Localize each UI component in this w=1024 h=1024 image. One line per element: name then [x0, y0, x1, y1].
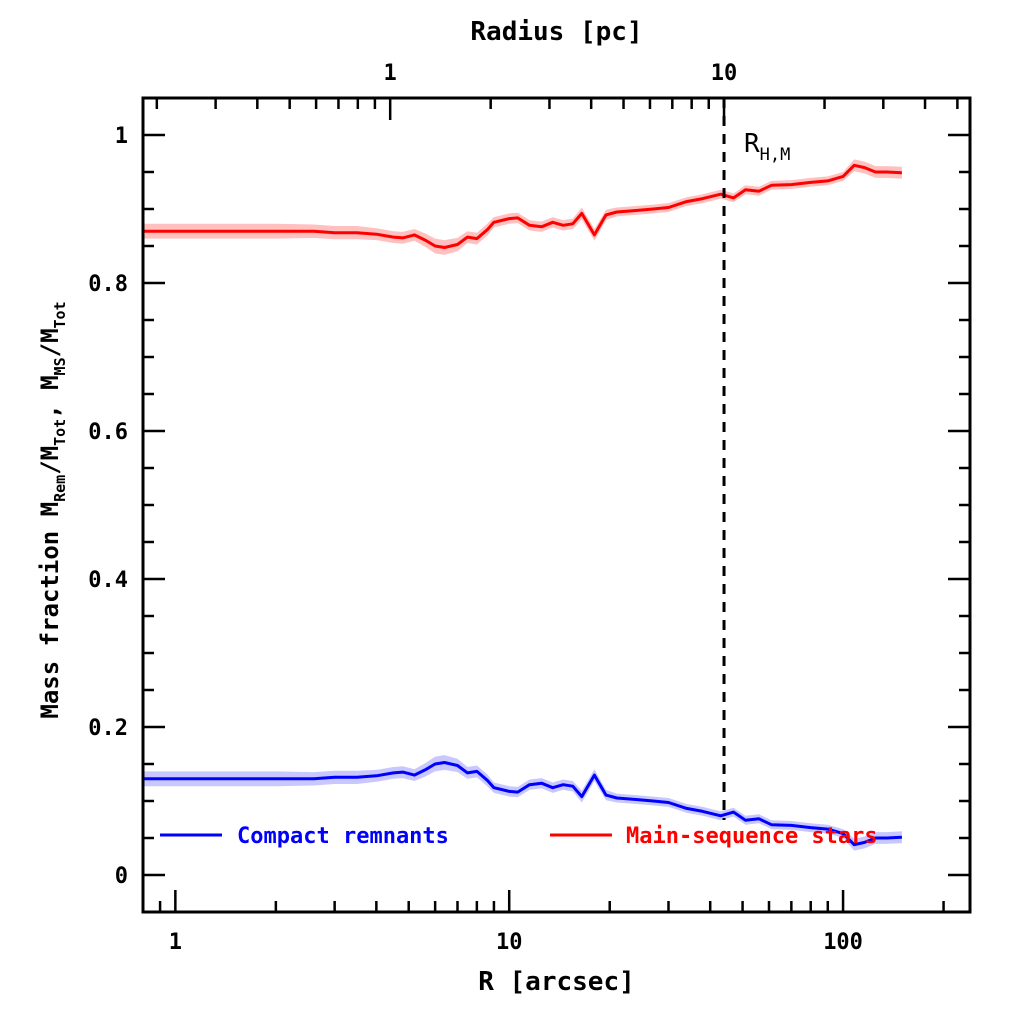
uncertainty-bands: [143, 159, 902, 851]
x-tick-label: 100: [823, 930, 863, 955]
band-1: [143, 159, 902, 255]
plot-frame: [141, 96, 972, 914]
y-tick-label: 0.2: [88, 716, 128, 741]
band-0: [143, 755, 902, 851]
y-tick-label: 0.8: [88, 272, 128, 297]
legend-label-compact-remnants: Compact remnants: [237, 824, 449, 849]
x-axis-title: R [arcsec]: [478, 967, 635, 997]
x-tick-label: 1: [169, 930, 182, 955]
y-title-sub-rem: Rem: [51, 475, 69, 502]
half-mass-radius-label-sub: H,M: [760, 145, 791, 165]
y-title-comma: , M: [36, 375, 64, 418]
y-tick-label: 0.4: [88, 568, 128, 593]
y-title-sub-tot1: Tot: [51, 419, 69, 446]
y-title-sub-tot2: Tot: [51, 301, 69, 328]
y-title-prefix: Mass fraction M: [36, 502, 64, 719]
y-title-sub-ms: MS: [51, 357, 69, 375]
legend: Compact remnants Main-sequence stars: [160, 824, 878, 849]
half-mass-radius-label-main: R: [744, 129, 760, 159]
y-tick-label: 1: [115, 124, 128, 149]
series-line-1: [143, 163, 902, 249]
y-tick-label: 0.6: [88, 420, 128, 445]
y-title-slash1: /M: [36, 446, 64, 475]
half-mass-radius-label: RH,M: [744, 129, 790, 165]
axis-ticks: [141, 98, 970, 912]
legend-label-main-sequence-stars: Main-sequence stars: [626, 824, 878, 849]
series-lines: [143, 163, 902, 847]
series-line-0: [143, 761, 902, 847]
y-axis-title: Mass fraction MRem/MTot, MMS/MTot: [36, 301, 69, 718]
top-axis-title: Radius [pc]: [470, 17, 642, 47]
y-tick-label: 0: [115, 864, 128, 889]
top-tick-label: 1: [384, 61, 397, 86]
x-tick-label: 10: [496, 930, 523, 955]
y-title-slash2: /M: [36, 328, 64, 357]
top-tick-label: 10: [711, 61, 738, 86]
